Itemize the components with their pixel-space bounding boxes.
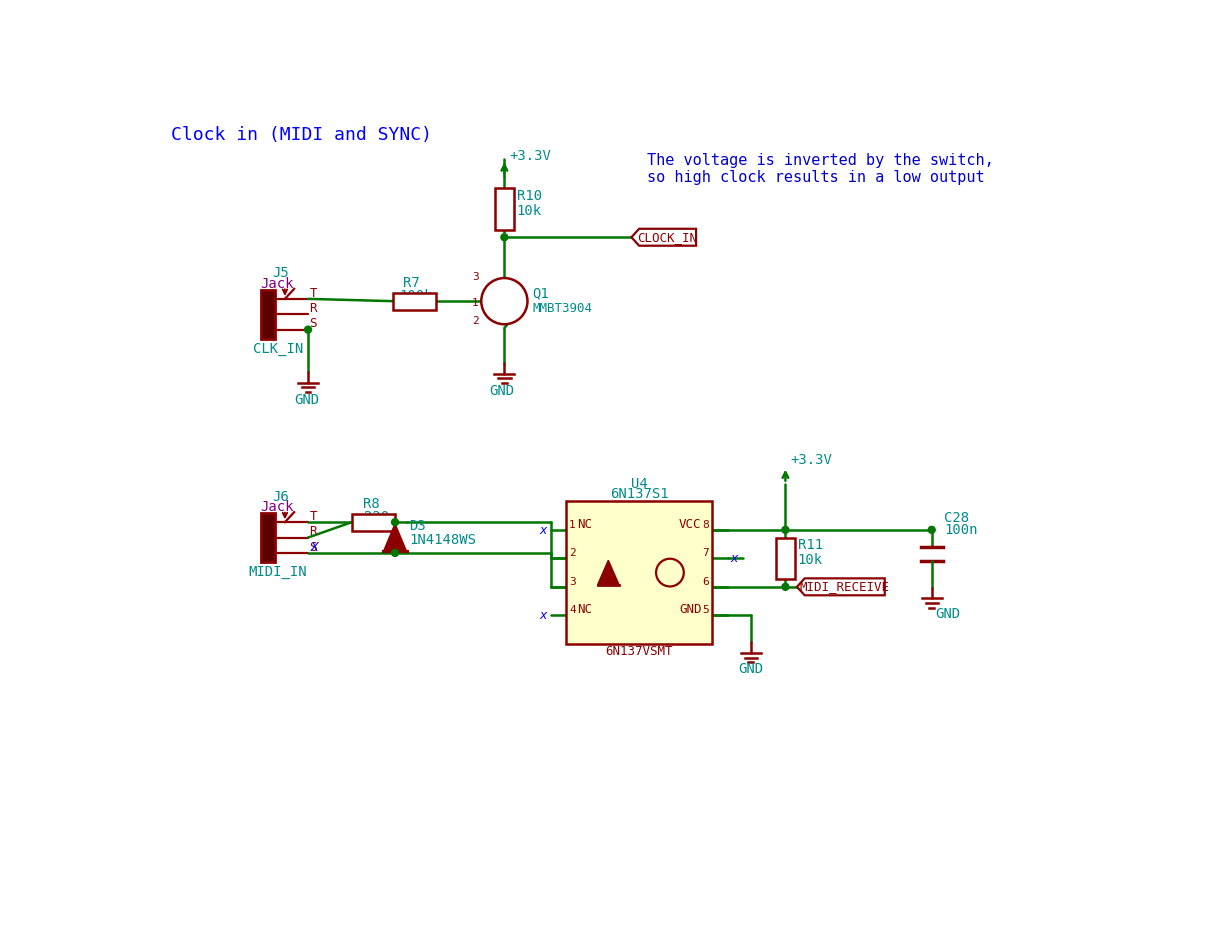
Circle shape <box>656 559 684 586</box>
Text: S: S <box>309 317 316 330</box>
Circle shape <box>304 327 312 333</box>
Text: GND: GND <box>935 607 960 621</box>
Text: 3: 3 <box>569 577 576 586</box>
Text: X: X <box>312 542 319 554</box>
Polygon shape <box>598 561 620 585</box>
Text: R10: R10 <box>517 189 542 203</box>
Text: GND: GND <box>679 603 702 616</box>
Text: U4: U4 <box>631 477 647 491</box>
Bar <box>777 537 795 579</box>
Text: Jack: Jack <box>260 500 294 514</box>
Text: D3: D3 <box>408 519 425 532</box>
Text: CLOCK_IN: CLOCK_IN <box>638 230 697 244</box>
Text: R7: R7 <box>403 277 420 291</box>
Text: The voltage is inverted by the switch,: The voltage is inverted by the switch, <box>646 153 993 168</box>
Circle shape <box>481 278 528 324</box>
Bar <box>495 188 513 229</box>
Bar <box>567 501 713 644</box>
Text: C28: C28 <box>943 511 969 525</box>
Text: 4: 4 <box>569 605 576 615</box>
Circle shape <box>782 583 789 590</box>
Bar <box>261 513 275 563</box>
Text: R: R <box>309 302 316 315</box>
Text: 2: 2 <box>472 316 478 327</box>
Text: 1N4148WS: 1N4148WS <box>408 532 476 547</box>
Text: Clock in (MIDI and SYNC): Clock in (MIDI and SYNC) <box>172 126 432 143</box>
Text: +3.3V: +3.3V <box>510 148 552 162</box>
Text: S: S <box>309 541 316 553</box>
Polygon shape <box>797 579 884 596</box>
Text: x: x <box>540 524 547 537</box>
Text: 5: 5 <box>702 605 709 615</box>
Text: x: x <box>540 609 547 622</box>
Text: 6: 6 <box>702 577 709 586</box>
Text: 2: 2 <box>569 548 576 558</box>
Circle shape <box>928 527 935 533</box>
Bar <box>261 290 275 339</box>
Text: GND: GND <box>295 394 319 408</box>
Text: Jack: Jack <box>260 278 294 291</box>
Text: NC: NC <box>576 603 592 616</box>
Text: GND: GND <box>738 662 763 676</box>
Text: 3: 3 <box>472 272 478 281</box>
Text: MIDI_RECEIVE: MIDI_RECEIVE <box>800 581 890 594</box>
Text: R11: R11 <box>797 538 823 552</box>
Text: 1: 1 <box>472 297 478 308</box>
Text: x: x <box>731 552 738 565</box>
Text: GND: GND <box>489 384 515 398</box>
Circle shape <box>782 527 789 533</box>
Text: J5: J5 <box>272 266 289 280</box>
Text: 6N137VSMT: 6N137VSMT <box>605 645 673 658</box>
Text: T: T <box>309 287 316 299</box>
Text: 7: 7 <box>702 548 709 558</box>
Text: NC: NC <box>576 517 592 531</box>
Text: MIDI_IN: MIDI_IN <box>249 565 307 580</box>
Text: 10k: 10k <box>797 553 823 567</box>
Text: 10k: 10k <box>517 204 542 218</box>
Text: MMBT3904: MMBT3904 <box>532 302 592 315</box>
Circle shape <box>391 518 399 526</box>
Text: 1: 1 <box>569 519 576 530</box>
Text: R8: R8 <box>362 497 379 512</box>
Circle shape <box>391 549 399 556</box>
Text: so high clock results in a low output: so high clock results in a low output <box>646 170 985 185</box>
Polygon shape <box>383 524 407 551</box>
Bar <box>393 293 436 310</box>
Text: T: T <box>309 510 316 523</box>
Bar <box>352 514 395 531</box>
Text: +3.3V: +3.3V <box>791 453 832 467</box>
Text: 6N137S1: 6N137S1 <box>610 487 668 501</box>
Text: J6: J6 <box>272 490 289 503</box>
Text: 8: 8 <box>702 519 709 530</box>
Text: 100n: 100n <box>943 523 977 537</box>
Text: CLK_IN: CLK_IN <box>252 342 303 356</box>
Text: R: R <box>309 525 316 538</box>
Text: Q1: Q1 <box>532 286 548 300</box>
Text: 220: 220 <box>365 510 389 524</box>
Text: 100k: 100k <box>399 289 432 303</box>
Polygon shape <box>632 228 696 245</box>
Circle shape <box>501 234 507 241</box>
Text: VCC: VCC <box>679 517 702 531</box>
